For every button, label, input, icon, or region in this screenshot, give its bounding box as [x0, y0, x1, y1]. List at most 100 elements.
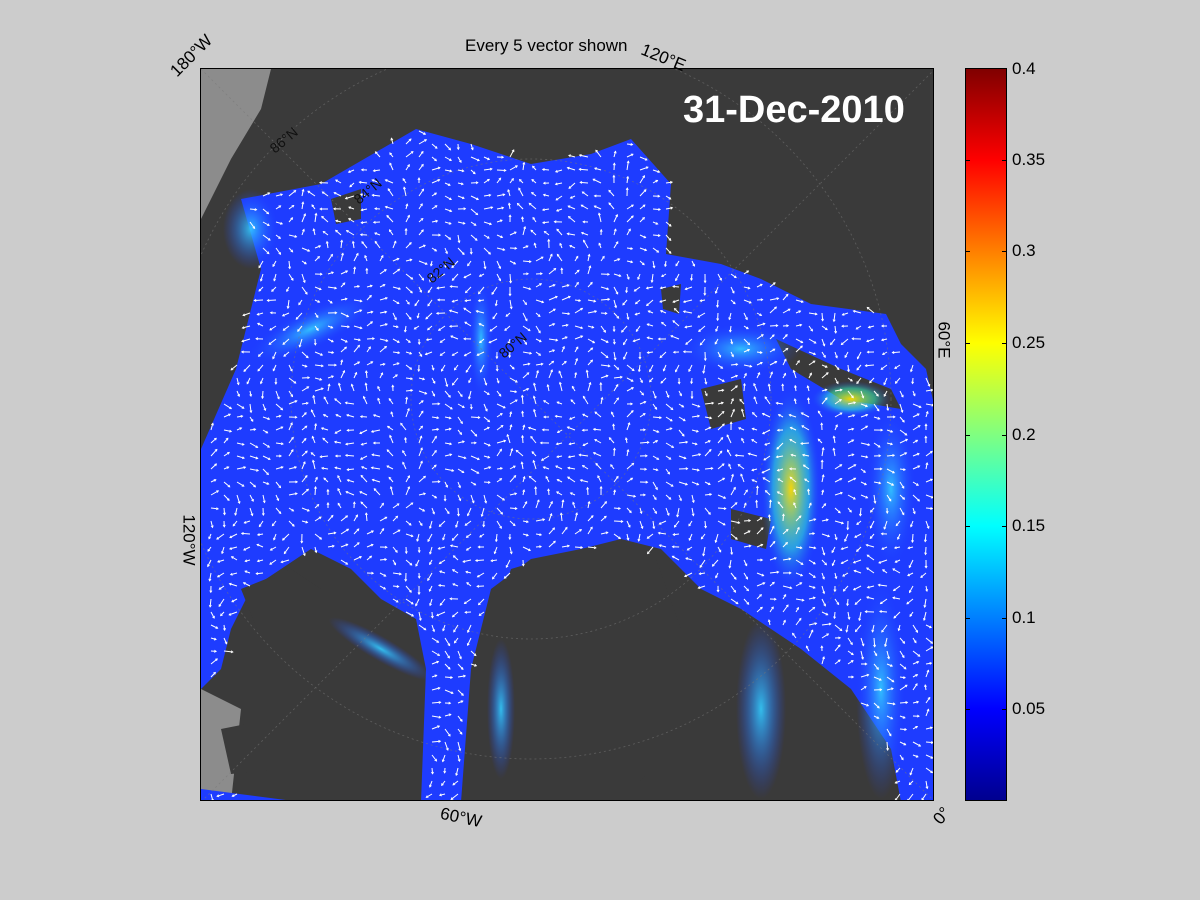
drift-vector: [567, 476, 576, 483]
drift-vector-head: [771, 606, 774, 610]
land-shelf-top-left: [201, 69, 271, 219]
drift-vector: [496, 413, 503, 418]
drift-vector-head: [438, 584, 441, 587]
drift-vector-head: [672, 320, 676, 323]
drift-vector: [808, 597, 816, 600]
drift-vector-head: [369, 294, 372, 298]
drift-vector-head: [289, 368, 293, 372]
drift-vector-head: [224, 641, 228, 645]
drift-vector-head: [863, 470, 866, 473]
drift-vector-head: [745, 317, 748, 321]
drift-vector-head: [434, 205, 438, 208]
drift-vector-head: [383, 586, 387, 590]
drift-vector: [404, 437, 407, 444]
drift-vector-head: [455, 524, 458, 528]
drift-vector-head: [458, 748, 462, 752]
drift-vector-head: [266, 211, 270, 215]
drift-vector: [626, 161, 629, 171]
drift-vector-head: [681, 404, 685, 408]
drift-vector: [672, 555, 680, 561]
drift-vector-head: [677, 381, 681, 385]
drift-vector: [390, 411, 394, 418]
drift-vector: [323, 477, 329, 483]
drift-vector-head: [410, 389, 414, 392]
drift-vector: [691, 453, 701, 457]
drift-vector-head: [410, 601, 414, 605]
drift-vector: [795, 559, 804, 565]
drift-vector-head: [642, 216, 645, 220]
drift-vector-head: [407, 301, 410, 305]
drift-vector: [467, 637, 472, 646]
drift-vector: [665, 507, 670, 516]
drift-vector-head: [214, 437, 217, 441]
drift-vector-head: [487, 419, 491, 423]
drift-vector: [762, 477, 771, 483]
drift-vector-head: [732, 408, 735, 412]
drift-vector-head: [330, 514, 334, 518]
drift-vector-head: [893, 546, 897, 550]
drift-vector-head: [448, 147, 452, 151]
drift-vector: [470, 663, 477, 667]
drift-vector-head: [463, 307, 467, 311]
drift-vector-head: [499, 219, 503, 223]
drift-vector-head: [372, 414, 376, 417]
drift-vector: [756, 334, 764, 340]
drift-vector: [431, 507, 435, 515]
drift-vector: [569, 416, 576, 420]
drift-vector-head: [290, 394, 294, 398]
drift-vector-head: [721, 388, 725, 392]
drift-vector-head: [403, 329, 407, 333]
drift-vector-head: [571, 385, 575, 389]
drift-vector-head: [642, 175, 645, 178]
drift-vector: [507, 189, 511, 197]
drift-vector: [301, 450, 308, 457]
drift-vector-head: [450, 335, 454, 339]
drift-vector: [365, 370, 368, 379]
drift-vector-head: [821, 489, 825, 493]
drift-vector: [571, 386, 576, 392]
drift-vector-head: [421, 277, 425, 281]
drift-vector: [626, 422, 630, 431]
drift-vector: [652, 221, 659, 225]
drift-vector-head: [344, 401, 348, 405]
drift-vector: [867, 585, 875, 589]
drift-vector: [288, 234, 297, 238]
drift-vector: [639, 441, 649, 444]
drift-vector-head: [505, 565, 509, 569]
drift-vector-head: [654, 407, 658, 410]
drift-vector-head: [494, 303, 498, 307]
drift-vector: [338, 383, 342, 392]
drift-vector: [275, 205, 281, 210]
drift-vector-head: [603, 329, 606, 333]
drift-vector-head: [879, 601, 883, 605]
drift-vector: [280, 559, 290, 563]
drift-vector-head: [823, 603, 826, 607]
drift-vector: [593, 452, 602, 457]
drift-vector-head: [541, 300, 545, 304]
drift-vector: [678, 481, 688, 486]
drift-vector: [288, 466, 297, 470]
drift-vector: [661, 273, 667, 277]
drift-vector: [467, 260, 472, 266]
drift-vector-head: [359, 491, 363, 494]
drift-vector: [389, 435, 394, 444]
drift-vector: [898, 624, 901, 631]
drift-vector: [925, 646, 933, 652]
drift-vector-head: [652, 265, 656, 269]
drift-vector-head: [532, 395, 536, 399]
drift-vector-head: [555, 197, 559, 201]
drift-vector: [911, 533, 914, 543]
drift-vector-head: [333, 531, 337, 535]
drift-vector-head: [539, 272, 543, 276]
drift-vector-head: [448, 394, 451, 398]
drift-vector-head: [711, 563, 715, 567]
drift-vector-head: [435, 311, 439, 315]
drift-vector: [613, 507, 621, 510]
drift-vector-head: [476, 471, 480, 474]
drift-vector-head: [568, 442, 572, 446]
drift-vector: [548, 527, 555, 535]
drift-vector-head: [240, 414, 244, 418]
drift-vector: [665, 234, 672, 241]
drift-vector-head: [489, 328, 493, 332]
drift-vector-head: [716, 305, 720, 308]
